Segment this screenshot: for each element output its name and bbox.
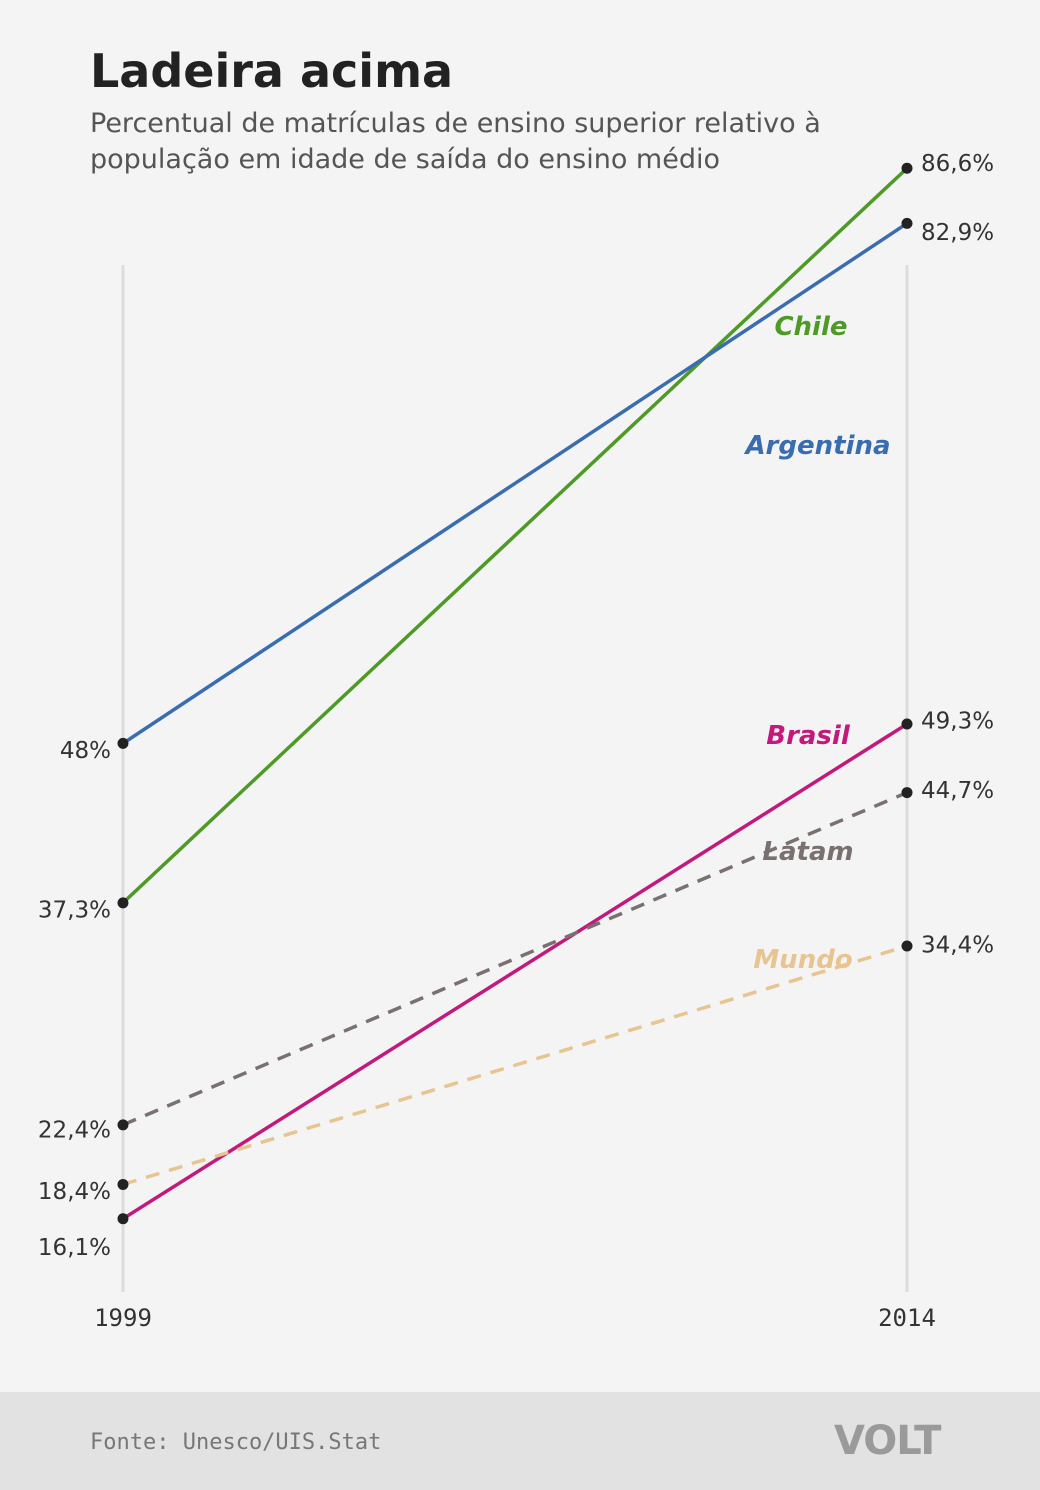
data-label-argentina-1999: 48% <box>60 738 111 764</box>
data-label-argentina-2014: 82,9% <box>921 220 994 246</box>
data-point-mundo-2014 <box>901 940 913 952</box>
series-name-brasil: Brasil <box>766 721 851 751</box>
data-point-chile-2014 <box>901 162 913 174</box>
data-point-brasil-1999 <box>117 1213 129 1225</box>
chart-subtitle: Percentual de matrículas de ensino super… <box>90 108 821 175</box>
data-point-argentina-2014 <box>901 217 913 229</box>
data-label-chile-2014: 86,6% <box>921 151 994 177</box>
data-point-chile-1999 <box>117 897 129 909</box>
data-point-brasil-2014 <box>901 718 913 730</box>
chart-title: Ladeira acima <box>90 44 454 98</box>
data-label-brasil-2014: 49,3% <box>921 709 994 735</box>
series-name-chile: Chile <box>774 312 847 342</box>
data-label-mundo-1999: 18,4% <box>38 1179 111 1205</box>
series-line-latam <box>122 790 908 1127</box>
data-label-mundo-2014: 34,4% <box>921 933 994 959</box>
series-line-chile <box>121 166 909 905</box>
footer-bar <box>0 1392 1040 1490</box>
series-line-brasil <box>122 722 908 1221</box>
volt-logo: VOLT <box>834 1418 941 1464</box>
x-tick-label-1999: 1999 <box>94 1304 152 1332</box>
data-label-chile-1999: 37,3% <box>38 897 111 923</box>
data-label-brasil-1999: 16,1% <box>38 1235 111 1261</box>
slope-chart: 1999 2014 37,3% 86,6% Chile 48% 82,9% Argentina… <box>38 151 994 1332</box>
series-name-argentina: Argentina <box>743 431 890 461</box>
series-line-argentina <box>122 221 908 745</box>
data-point-argentina-1999 <box>117 737 129 749</box>
series-name-latam: Latam <box>762 837 853 867</box>
data-point-latam-2014 <box>901 787 913 799</box>
series-line-mundo <box>122 944 908 1187</box>
series-name-mundo: Mundo <box>753 945 852 975</box>
data-point-mundo-1999 <box>117 1178 129 1190</box>
data-label-latam-2014: 44,7% <box>921 778 994 804</box>
source-note: Fonte: Unesco/UIS.Stat <box>90 1430 382 1455</box>
x-tick-label-2014: 2014 <box>878 1304 936 1332</box>
data-label-latam-1999: 22,4% <box>38 1117 111 1143</box>
data-point-latam-1999 <box>117 1119 129 1131</box>
